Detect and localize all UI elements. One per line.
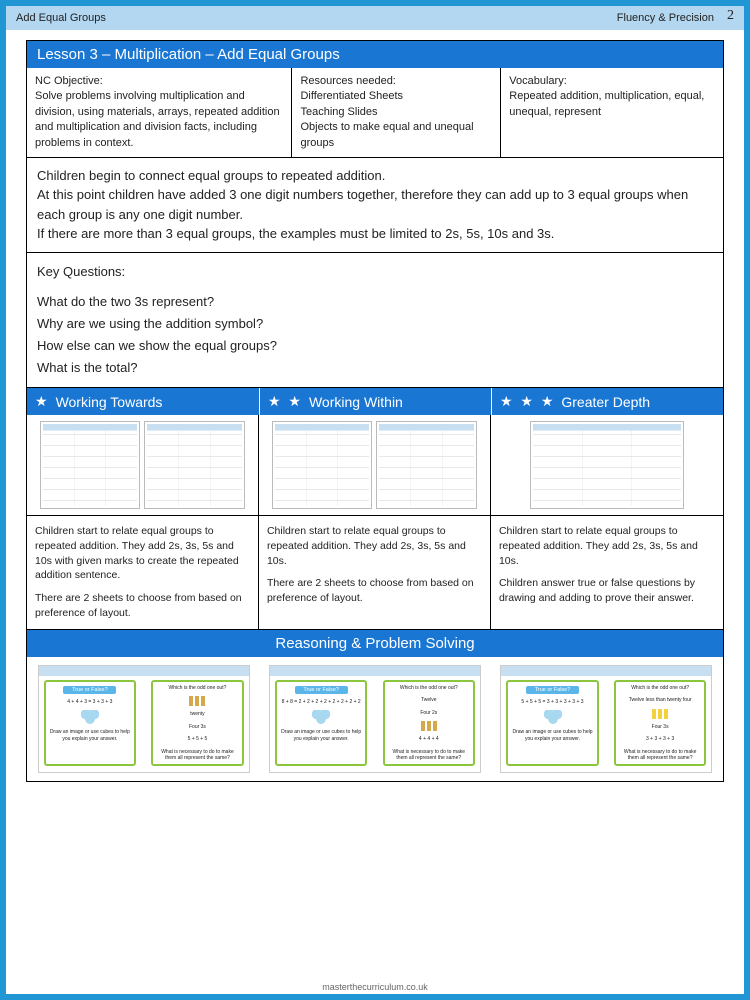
gd-desc-p2: Children answer true or false questions … — [499, 576, 715, 605]
rps-foot: What is necessary to do to make them all… — [616, 746, 704, 765]
resources-cell: Resources needed: Differentiated Sheets … — [291, 68, 500, 157]
rps-hint: Draw an image or use cubes to help you e… — [277, 726, 365, 745]
rps-heading: Reasoning & Problem Solving — [27, 629, 723, 657]
rps-panel-left: True or False? 5 + 5 + 5 = 3 + 3 + 3 + 3… — [506, 680, 598, 766]
ww-desc-p1: Children start to relate equal groups to… — [267, 524, 482, 568]
level-wt-header: ★ Working Towards — [27, 388, 259, 415]
lesson-title: Lesson 3 – Multiplication – Add Equal Gr… — [27, 41, 723, 68]
ww-desc: Children start to relate equal groups to… — [259, 516, 491, 628]
rps-foot: What is necessary to do to make them all… — [385, 746, 473, 765]
rps-panel-left: True or False? 4 + 4 + 3 = 3 + 3 + 3 Dra… — [44, 680, 136, 766]
kq-item: What is the total? — [37, 357, 713, 379]
rps-foot: What is necessary to do to make them all… — [153, 746, 241, 765]
level-ww-label: Working Within — [309, 394, 403, 410]
cubes-icon — [543, 710, 563, 724]
rps-thumb: True or False? 4 + 4 + 3 = 3 + 3 + 3 Dra… — [38, 665, 250, 773]
rps-q2: Which is the odd one out? — [616, 682, 704, 695]
rps-panel-right: Which is the odd one out? twenty Four 3s… — [151, 680, 243, 766]
header-bar: Add Equal Groups Fluency & Precision — [6, 6, 744, 30]
rps-hint: Draw an image or use cubes to help you e… — [508, 726, 596, 745]
level-ww-header: ★ ★ Working Within — [259, 388, 491, 415]
rps-tf: True or False? — [526, 686, 579, 694]
rps-eq: 4 + 4 + 3 = 3 + 3 + 3 — [46, 696, 134, 709]
rps-thumb: True or False? 5 + 5 + 5 = 3 + 3 + 3 + 3… — [500, 665, 712, 773]
cubes-icon — [311, 710, 331, 724]
rps-eq: 5 + 5 + 5 = 3 + 3 + 3 + 3 + 3 — [508, 696, 596, 709]
objective-heading: NC Objective: — [35, 74, 283, 89]
resources-heading: Resources needed: — [300, 74, 492, 89]
cubes-icon — [80, 710, 100, 724]
rps-q2: Which is the odd one out? — [153, 682, 241, 695]
thumbs-row — [27, 415, 723, 515]
rps-q2: Which is the odd one out? — [385, 682, 473, 695]
info-row: NC Objective: Solve problems involving m… — [27, 68, 723, 158]
resources-items: Differentiated Sheets Teaching Slides Ob… — [300, 89, 492, 151]
level-gd-label: Greater Depth — [561, 394, 650, 410]
footer: masterthecurriculum.co.uk — [6, 982, 744, 992]
rps-thumbs: True or False? 4 + 4 + 3 = 3 + 3 + 3 Dra… — [27, 657, 723, 781]
key-questions: Key Questions: What do the two 3s repres… — [27, 253, 723, 387]
page-number: 2 — [727, 8, 734, 24]
star-icon: ★ ★ ★ — [500, 393, 555, 410]
intro-text: Children begin to connect equal groups t… — [27, 158, 723, 252]
kq-item: What do the two 3s represent? — [37, 291, 713, 313]
bars-icon — [385, 721, 473, 731]
rps-hint: Draw an image or use cubes to help you e… — [46, 726, 134, 745]
vocab-heading: Vocabulary: — [509, 74, 715, 89]
ww-desc-p2: There are 2 sheets to choose from based … — [267, 576, 482, 605]
rps-tf: True or False? — [295, 686, 348, 694]
worksheet-thumb — [272, 421, 373, 509]
wt-desc-p1: Children start to relate equal groups to… — [35, 524, 250, 583]
wt-desc-p2: There are 2 sheets to choose from based … — [35, 591, 250, 620]
objective-text: Solve problems involving multiplication … — [35, 89, 283, 151]
level-gd-header: ★ ★ ★ Greater Depth — [491, 388, 723, 415]
gd-desc: Children start to relate equal groups to… — [491, 516, 723, 628]
rps-l1: Four 3s — [153, 721, 241, 734]
header-left: Add Equal Groups — [16, 12, 106, 24]
intro-row: Children begin to connect equal groups t… — [27, 158, 723, 253]
kq-heading: Key Questions: — [37, 261, 713, 283]
rps-l2: 4 + 4 + 4 — [385, 733, 473, 746]
level-wt-label: Working Towards — [56, 394, 163, 410]
kq-item: How else can we show the equal groups? — [37, 335, 713, 357]
objective-cell: NC Objective: Solve problems involving m… — [27, 68, 291, 157]
rps-panel-right: Which is the odd one out? Twelve less th… — [614, 680, 706, 766]
star-icon: ★ — [35, 393, 50, 410]
star-icon: ★ ★ — [268, 393, 303, 410]
kq-item: Why are we using the addition symbol? — [37, 313, 713, 335]
rps-eq: 8 + 8 = 2 + 2 + 2 + 2 + 2 + 2 + 2 + 2 — [277, 696, 365, 709]
rps-l2: 5 + 5 + 5 — [153, 733, 241, 746]
worksheet-thumb — [530, 421, 684, 509]
vocab-cell: Vocabulary: Repeated addition, multiplic… — [500, 68, 723, 157]
rps-thumb: True or False? 8 + 8 = 2 + 2 + 2 + 2 + 2… — [269, 665, 481, 773]
wt-desc: Children start to relate equal groups to… — [27, 516, 259, 628]
worksheet-thumb — [40, 421, 141, 509]
gd-thumbs — [491, 415, 723, 515]
wt-thumbs — [27, 415, 259, 515]
rps-l1: Four 3s — [616, 721, 704, 734]
level-headers: ★ Working Towards ★ ★ Working Within ★ ★… — [27, 388, 723, 415]
rps-panel-left: True or False? 8 + 8 = 2 + 2 + 2 + 2 + 2… — [275, 680, 367, 766]
ww-thumbs — [259, 415, 491, 515]
gd-desc-p1: Children start to relate equal groups to… — [499, 524, 715, 568]
kq-row: Key Questions: What do the two 3s repres… — [27, 253, 723, 388]
rps-tf: True or False? — [63, 686, 116, 694]
desc-row: Children start to relate equal groups to… — [27, 515, 723, 628]
worksheet-thumb — [144, 421, 245, 509]
rps-l2: 3 + 3 + 3 + 3 — [616, 733, 704, 746]
main-box: Lesson 3 – Multiplication – Add Equal Gr… — [26, 40, 724, 782]
rps-word: Twelve less than twenty four — [616, 694, 704, 707]
bars-icon — [153, 696, 241, 706]
content: Lesson 3 – Multiplication – Add Equal Gr… — [6, 30, 744, 788]
worksheet-thumb — [376, 421, 477, 509]
header-right: Fluency & Precision — [617, 12, 714, 24]
bars-icon — [616, 709, 704, 719]
rps-panel-right: Which is the odd one out? Twelve Four 2s… — [383, 680, 475, 766]
rps-word: twenty — [153, 708, 241, 721]
rps-l1: Four 2s — [385, 707, 473, 720]
rps-word: Twelve — [385, 694, 473, 707]
vocab-text: Repeated addition, multiplication, equal… — [509, 89, 715, 120]
